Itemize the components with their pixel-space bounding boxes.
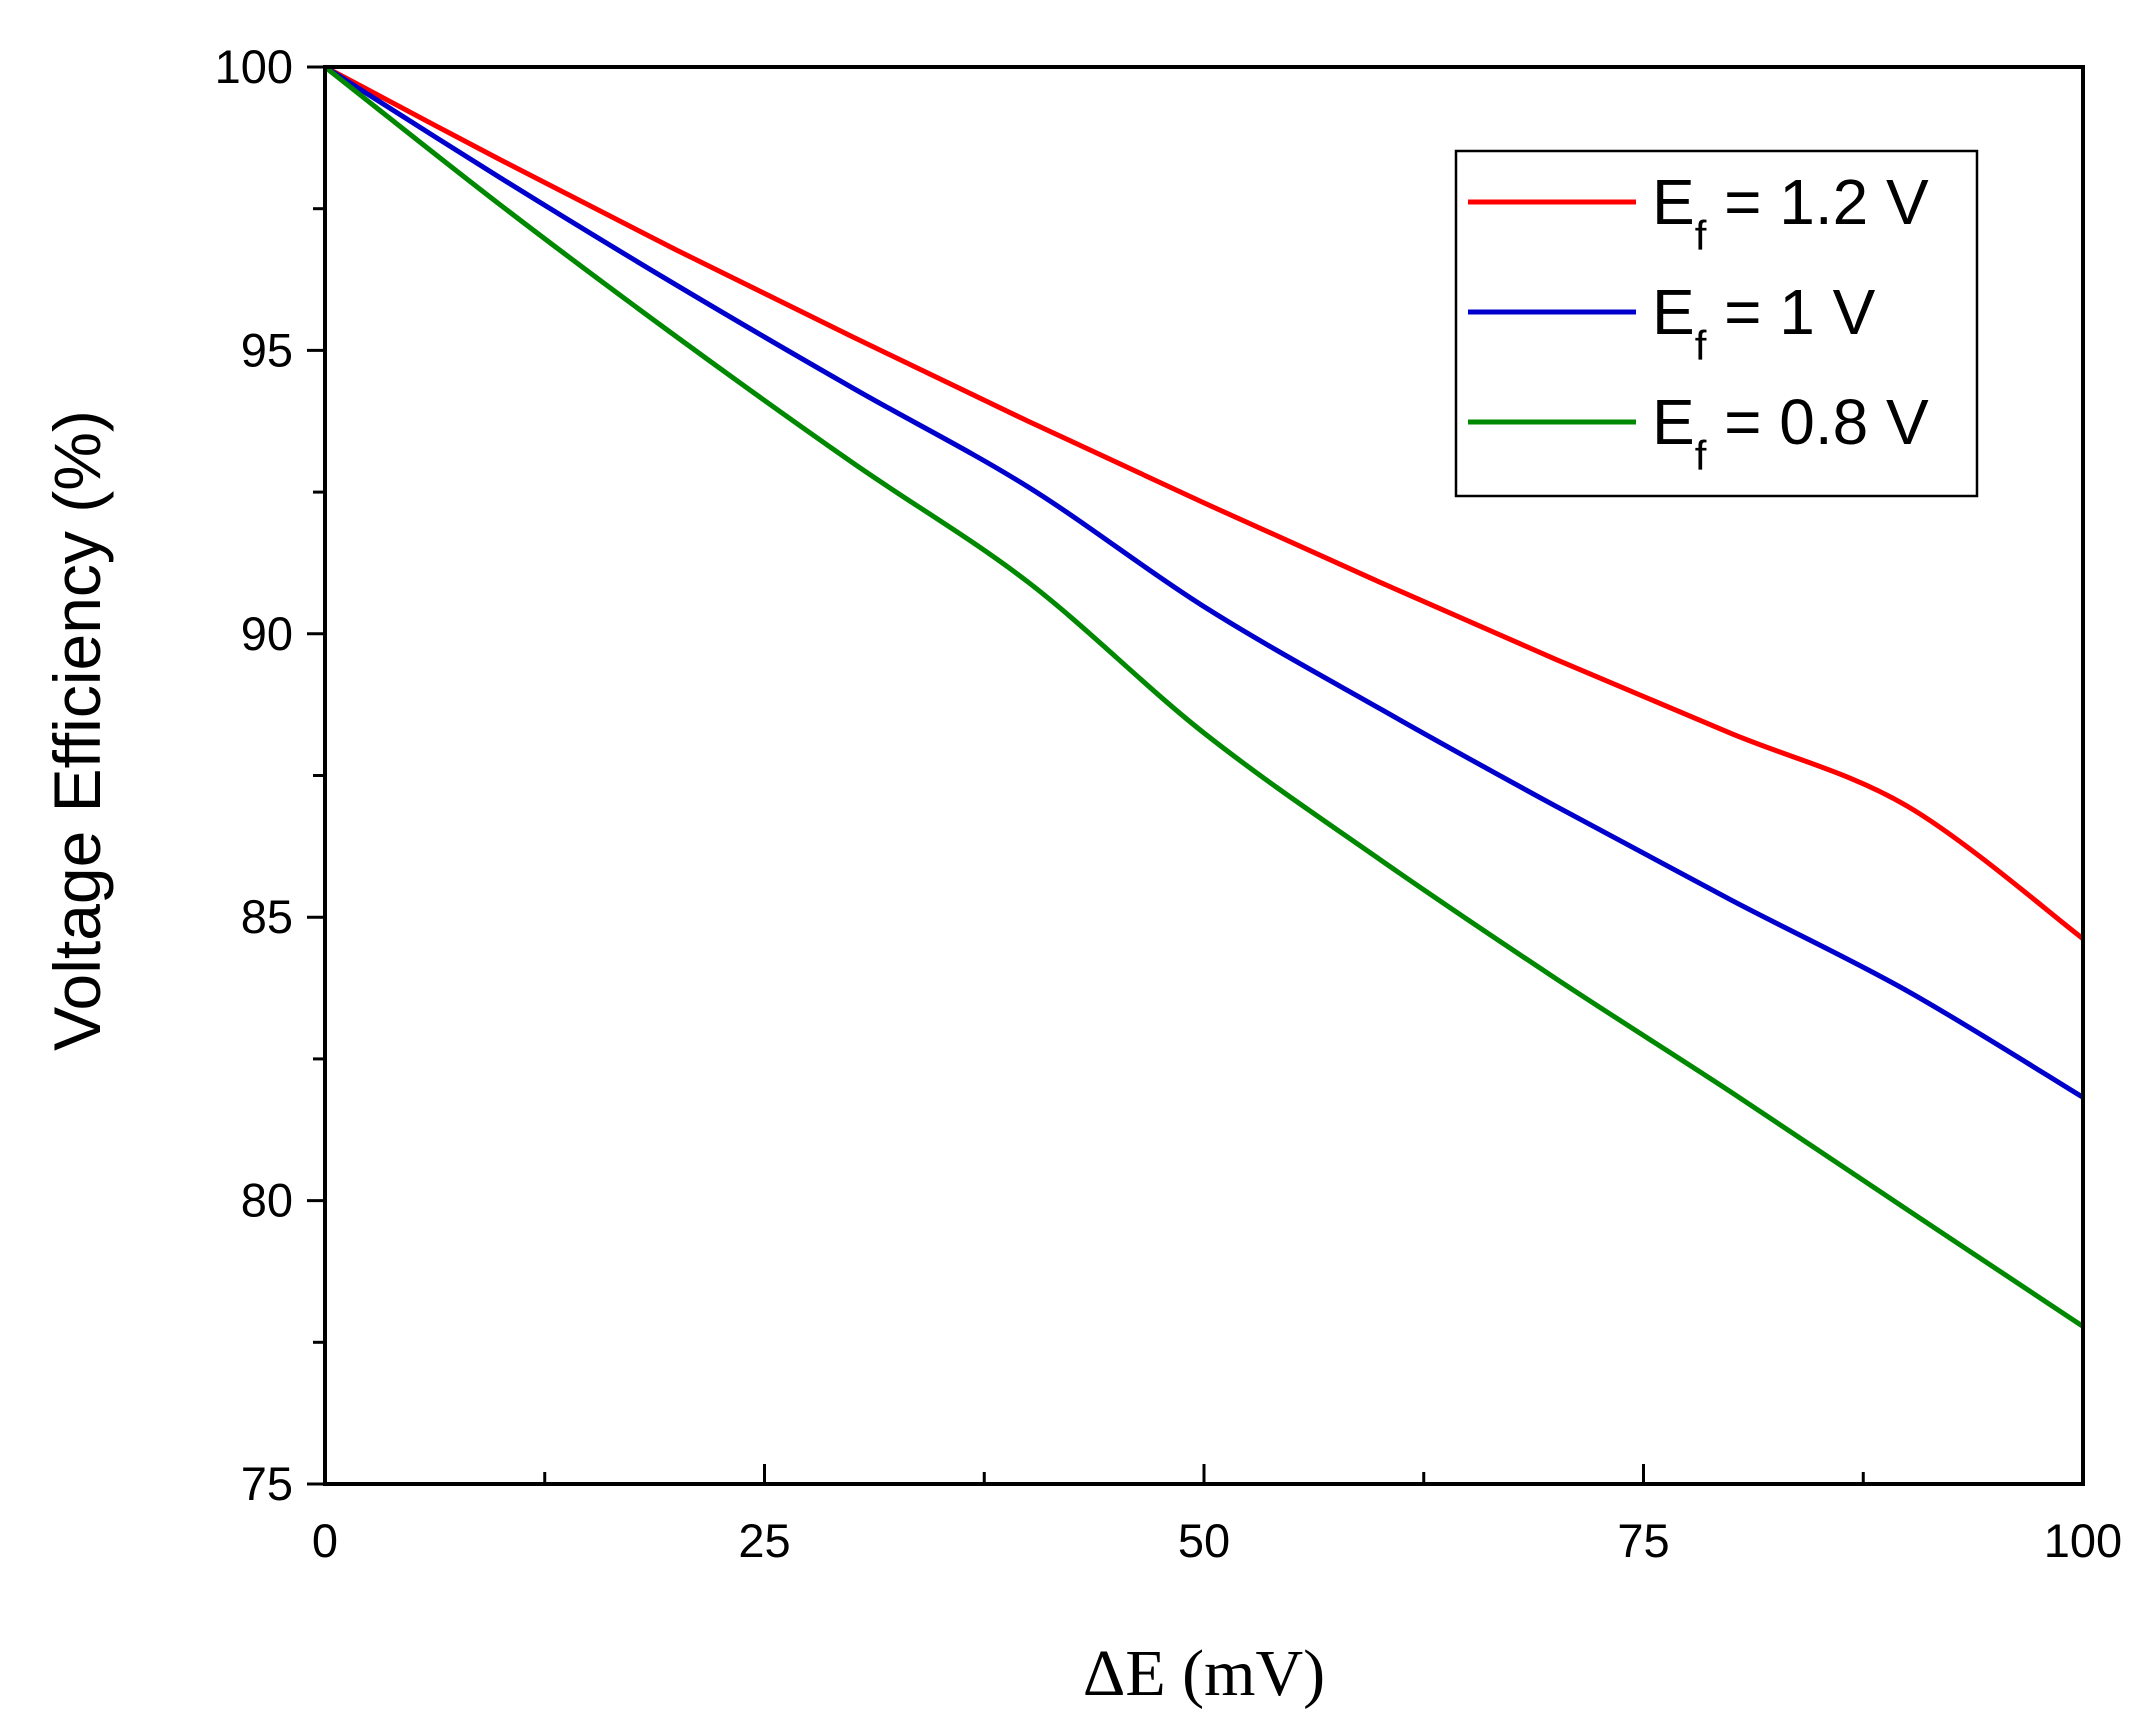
legend-box	[1454, 149, 1979, 498]
x-tick-label: 50	[1178, 1514, 1230, 1567]
x-axis-title: ΔE (mV)	[1083, 1637, 1325, 1710]
y-tick-label: 75	[241, 1457, 293, 1510]
series-layer	[323, 64, 2085, 1329]
series-line	[323, 64, 2085, 1100]
y-tick-label: 95	[241, 323, 293, 376]
tick-label-layer: 0 25 50 75 100 75 80 85 90 95 100	[215, 40, 2123, 1567]
x-tick-label: 25	[738, 1514, 790, 1567]
legend-label: Ef = 1.2 V	[1652, 166, 1929, 259]
y-tick-label: 80	[241, 1174, 293, 1227]
series-line	[323, 64, 2085, 941]
y-tick-label: 85	[241, 890, 293, 943]
x-tick-label: 100	[2044, 1514, 2122, 1567]
tick-layer	[307, 65, 2085, 1486]
y-tick-label: 90	[241, 607, 293, 660]
legend: Ef = 1.2 V Ef = 1 V Ef = 0.8 V	[1454, 149, 1979, 498]
legend-label: Ef = 0.8 V	[1652, 386, 1929, 479]
legend-label: Ef = 1 V	[1652, 276, 1876, 369]
x-tick-label: 0	[312, 1514, 338, 1567]
series-line	[323, 65, 2085, 1329]
x-tick-label: 75	[1617, 1514, 1669, 1567]
y-tick-label: 100	[215, 40, 293, 93]
y-axis-title: Voltage Efficiency (%)	[40, 410, 114, 1051]
